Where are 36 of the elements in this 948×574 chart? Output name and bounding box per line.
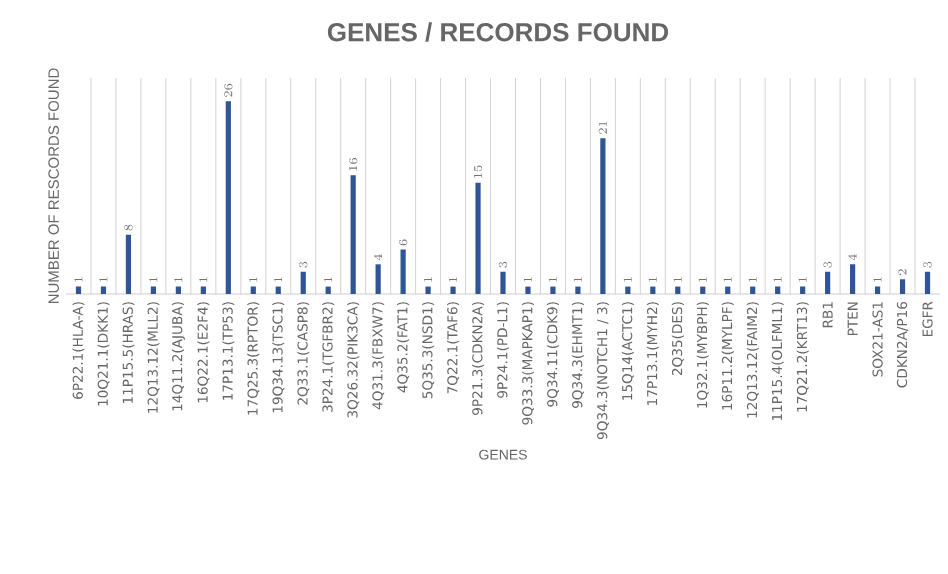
bar (850, 264, 856, 294)
bar (800, 286, 806, 294)
bar (625, 286, 631, 294)
chart-title: GENES / RECORDS FOUND (327, 22, 669, 42)
bar (924, 271, 931, 294)
bar (874, 286, 881, 294)
bar (275, 286, 281, 294)
bar (200, 286, 206, 294)
bar (100, 286, 107, 294)
bar (175, 286, 181, 294)
bar (150, 286, 156, 294)
bar (725, 286, 731, 294)
bar (750, 286, 756, 294)
bar (675, 286, 681, 294)
bar (300, 271, 306, 294)
bar (475, 182, 481, 294)
bar (550, 286, 556, 294)
bar (250, 286, 256, 294)
bar (450, 286, 456, 294)
bar (225, 101, 231, 294)
bar (425, 286, 431, 294)
bar (650, 286, 656, 294)
bar (600, 138, 606, 294)
bar (700, 286, 706, 294)
bar (400, 249, 406, 294)
bar (899, 279, 906, 294)
bar (575, 286, 581, 294)
bar (350, 175, 356, 294)
bar (775, 286, 781, 294)
bar (375, 264, 381, 294)
bar (125, 234, 132, 294)
bar (500, 271, 506, 294)
bar (825, 271, 831, 294)
bar (525, 286, 531, 294)
bar (325, 286, 331, 294)
bar (75, 286, 82, 294)
